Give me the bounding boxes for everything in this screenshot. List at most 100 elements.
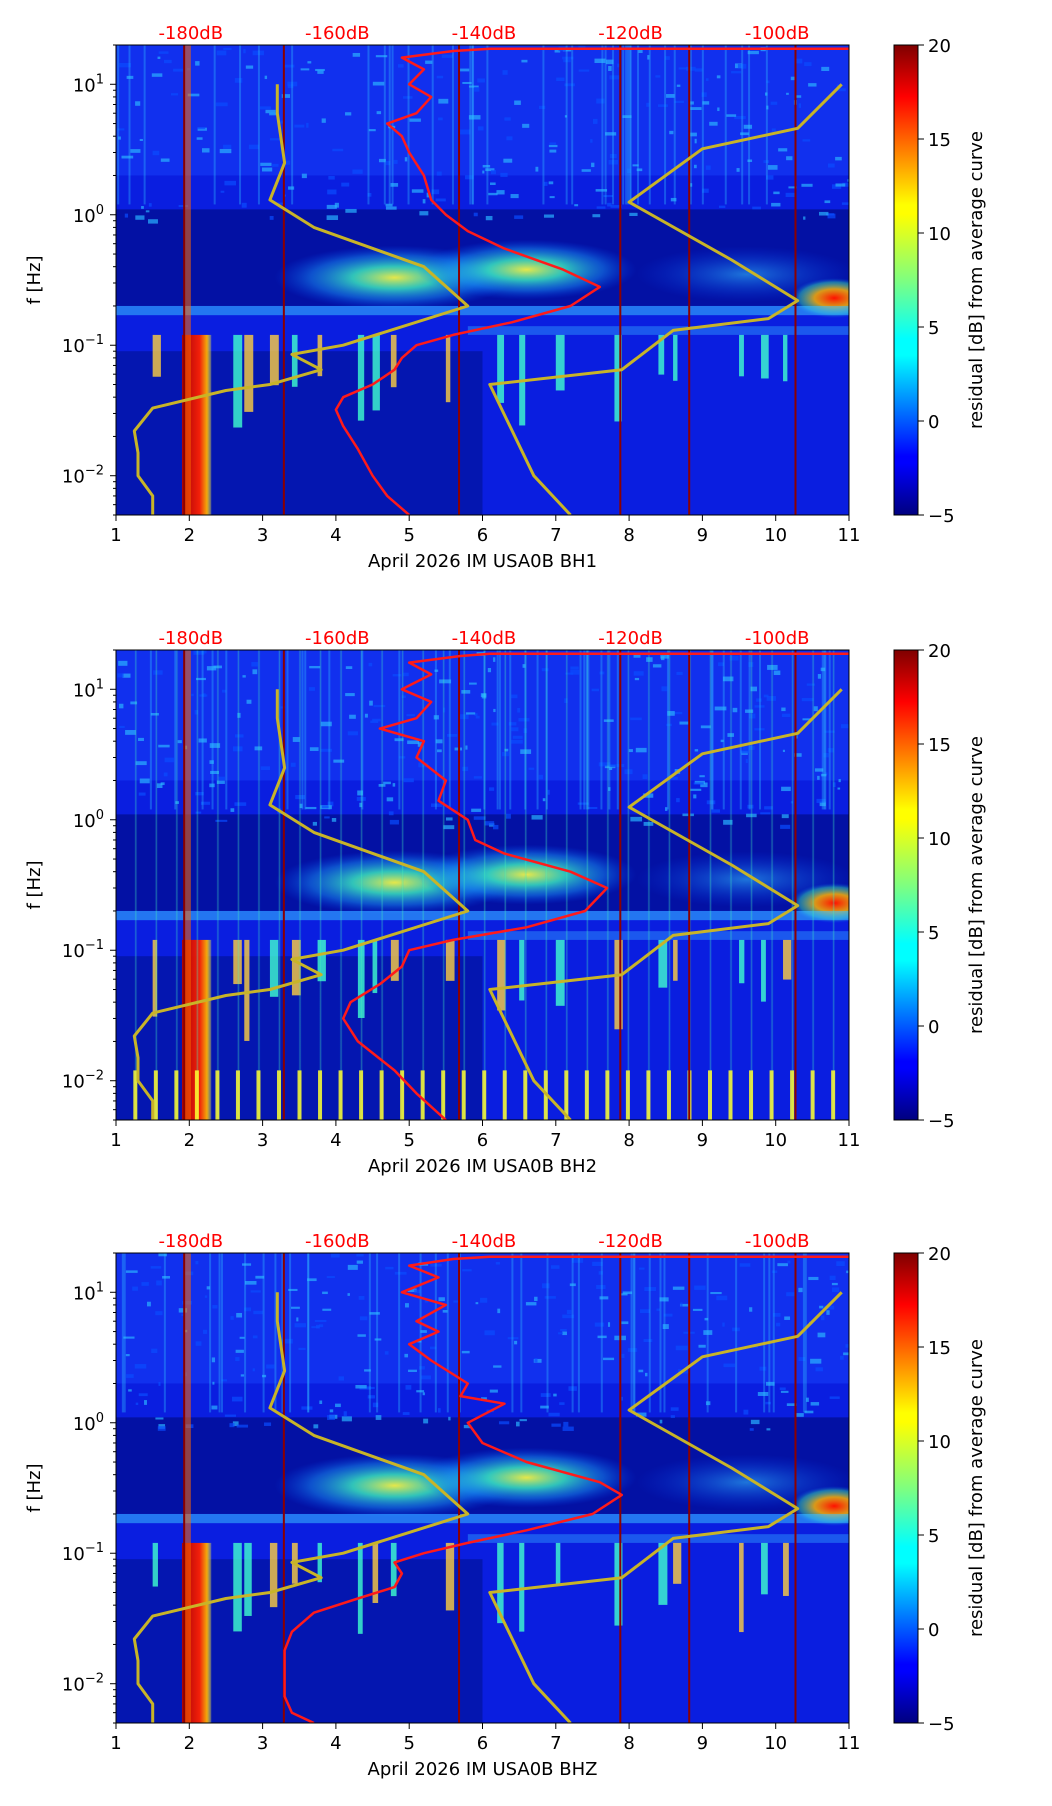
x-tick-label: 5 (403, 525, 414, 546)
y-axis-label: f [Hz] (24, 1463, 45, 1512)
colorbar-tick-label: 5 (928, 923, 939, 944)
db-label: -180dB (158, 1231, 223, 1252)
red-noise-curve (334, 47, 849, 515)
x-tick-label: 2 (184, 1733, 195, 1754)
db-label: -100dB (745, 1231, 810, 1252)
x-tick-label: 7 (550, 1130, 561, 1151)
db-label: -160dB (305, 23, 370, 44)
y-tick-label: 10−1 (62, 333, 104, 357)
colorbar-tick-label: 0 (928, 1620, 939, 1641)
x-axis-label: April 2026 IM USA0B BH2 (368, 1156, 597, 1177)
db-label: -140dB (452, 1231, 517, 1252)
y-tick-label: 10−1 (62, 938, 104, 962)
x-tick-label: 1 (110, 525, 121, 546)
x-tick-label: 10 (764, 1733, 787, 1754)
x-tick-label: 6 (477, 1130, 488, 1151)
y-tick-label: 101 (73, 677, 104, 701)
x-tick-label: 6 (477, 525, 488, 546)
y-tick-label: 100 (73, 1411, 104, 1435)
colorbar-tick-label: 5 (928, 1526, 939, 1547)
x-tick-label: 3 (257, 1130, 268, 1151)
colorbar-label: residual [dB] from average curve (966, 736, 987, 1034)
colorbar-tick-label: 20 (928, 36, 951, 57)
y-axis-label: f [Hz] (24, 255, 45, 304)
x-axis-label: April 2026 IM USA0B BHZ (368, 1759, 598, 1780)
db-label: -140dB (452, 23, 517, 44)
x-tick-label: 3 (257, 525, 268, 546)
model-curve-1 (132, 1292, 470, 1723)
x-tick-label: 8 (623, 1130, 634, 1151)
x-tick-label: 5 (403, 1130, 414, 1151)
colorbar-label: residual [dB] from average curve (966, 131, 987, 429)
y-axis-label: f [Hz] (24, 860, 45, 909)
colorbar-tick-label: 5 (928, 318, 939, 339)
x-tick-label: 11 (838, 1130, 861, 1151)
x-tick-label: 10 (764, 1130, 787, 1151)
x-tick-label: 4 (330, 525, 341, 546)
heatmap-image (116, 45, 849, 515)
red-noise-curve (341, 652, 849, 1120)
x-tick-label: 2 (184, 1130, 195, 1151)
colorbar-tick-label: 15 (928, 735, 951, 756)
colorbar (893, 44, 919, 516)
colorbar-tick-label: 10 (928, 1432, 951, 1453)
colorbar (893, 1252, 919, 1724)
x-tick-label: 8 (623, 525, 634, 546)
y-tick-label: 100 (73, 808, 104, 832)
db-label: -160dB (305, 628, 370, 649)
model-curve-1 (132, 689, 470, 1120)
x-tick-label: 8 (623, 1733, 634, 1754)
colorbar-tick-label: 0 (928, 1017, 939, 1038)
x-tick-label: 9 (697, 1733, 708, 1754)
colorbar-tick-label: 0 (928, 412, 939, 433)
y-tick-label: 10−1 (62, 1541, 104, 1565)
x-tick-label: 9 (697, 525, 708, 546)
x-tick-label: 11 (838, 1733, 861, 1754)
db-label: -160dB (305, 1231, 370, 1252)
x-tick-label: 1 (110, 1733, 121, 1754)
y-tick-label: 100 (73, 203, 104, 227)
x-tick-label: 5 (403, 1733, 414, 1754)
heatmap-image (116, 1253, 849, 1723)
model-curve-2 (488, 688, 843, 1120)
x-tick-label: 7 (550, 525, 561, 546)
db-label: -120dB (598, 23, 663, 44)
x-tick-label: 7 (550, 1733, 561, 1754)
colorbar (893, 649, 919, 1121)
x-tick-label: 4 (330, 1130, 341, 1151)
db-label: -180dB (158, 23, 223, 44)
db-label: -100dB (745, 23, 810, 44)
y-tick-label: 10−2 (62, 1672, 104, 1696)
db-label: -100dB (745, 628, 810, 649)
colorbar-label: residual [dB] from average curve (966, 1339, 987, 1637)
colorbar-tick-label: −5 (928, 1111, 955, 1132)
db-label: -120dB (598, 628, 663, 649)
x-tick-label: 9 (697, 1130, 708, 1151)
db-label: -120dB (598, 1231, 663, 1252)
heatmap-image (116, 650, 849, 1120)
model-curve-2 (488, 83, 843, 515)
colorbar-tick-label: 10 (928, 829, 951, 850)
x-tick-label: 4 (330, 1733, 341, 1754)
x-tick-label: 11 (838, 525, 861, 546)
colorbar-tick-label: 10 (928, 224, 951, 245)
model-curve-2 (488, 1291, 843, 1723)
y-tick-label: 10−2 (62, 1069, 104, 1093)
x-tick-label: 1 (110, 1130, 121, 1151)
y-tick-label: 101 (73, 1280, 104, 1304)
colorbar-tick-label: 20 (928, 641, 951, 662)
x-tick-label: 10 (764, 525, 787, 546)
x-tick-label: 3 (257, 1733, 268, 1754)
y-tick-label: 10−2 (62, 464, 104, 488)
colorbar-tick-label: −5 (928, 506, 955, 527)
colorbar-tick-label: −5 (928, 1714, 955, 1735)
colorbar-tick-label: 20 (928, 1244, 951, 1265)
db-label: -180dB (158, 628, 223, 649)
colorbar-tick-label: 15 (928, 1338, 951, 1359)
x-tick-label: 2 (184, 525, 195, 546)
colorbar-tick-label: 15 (928, 130, 951, 151)
